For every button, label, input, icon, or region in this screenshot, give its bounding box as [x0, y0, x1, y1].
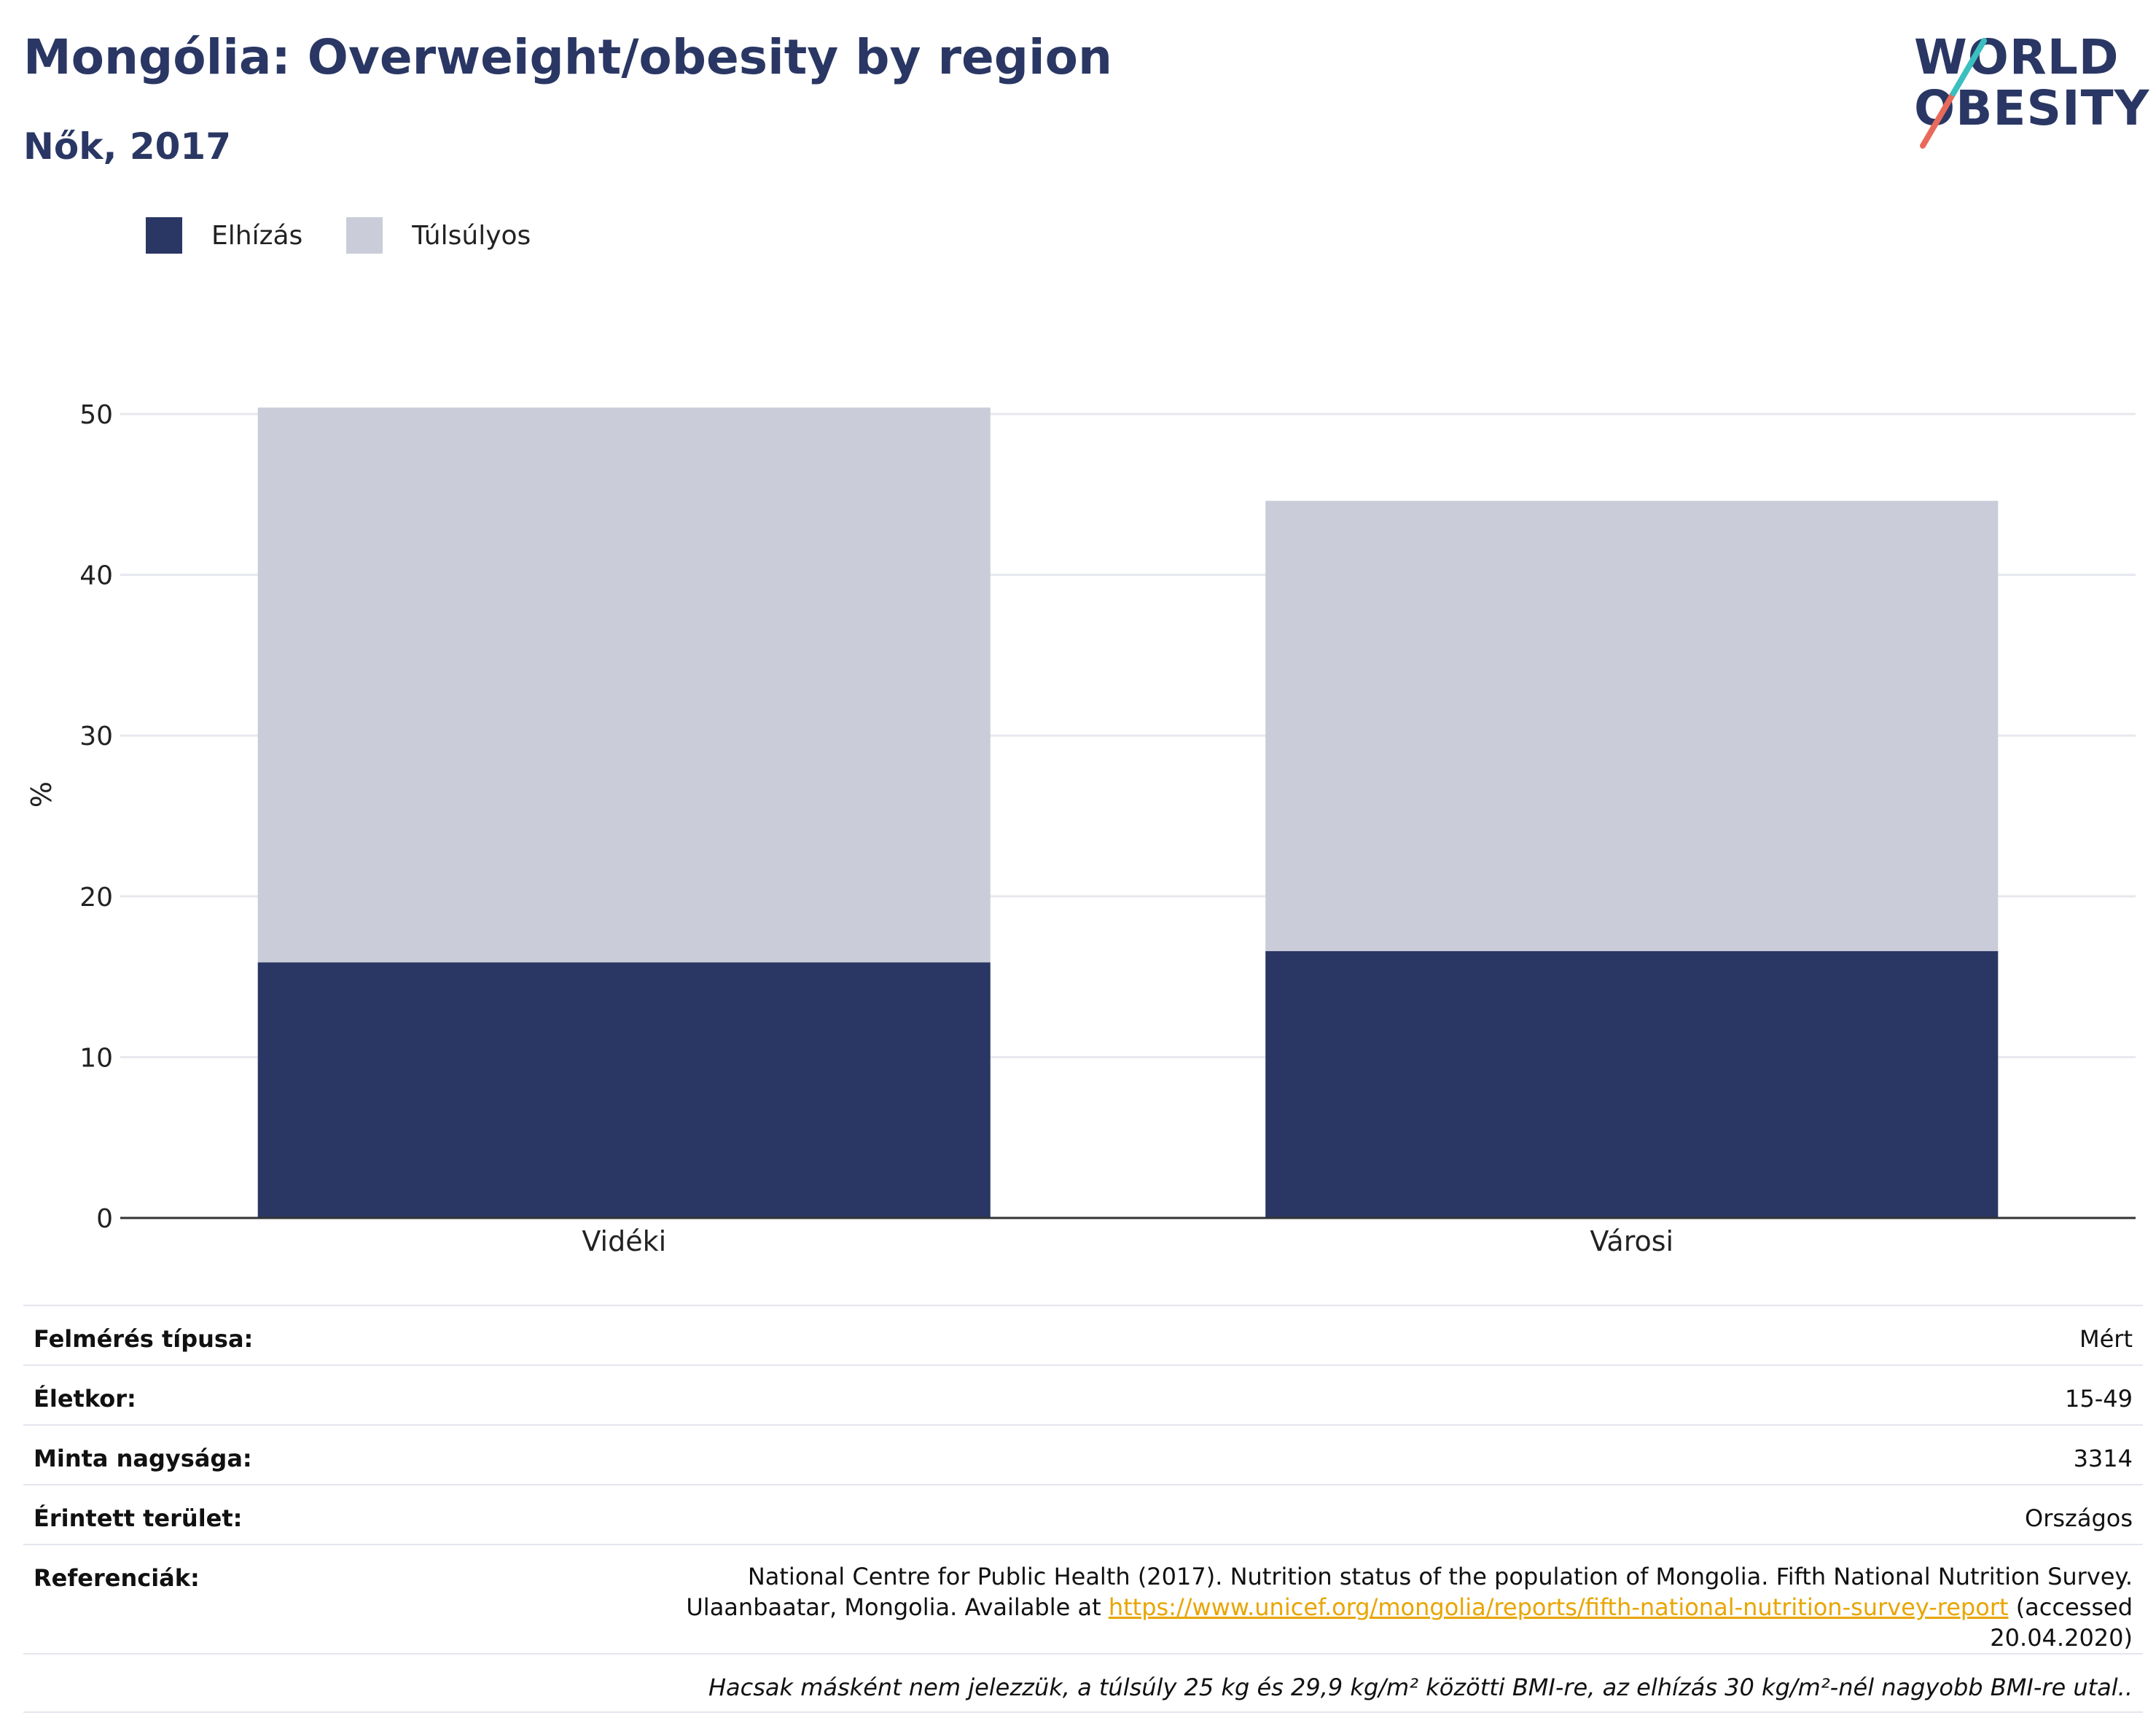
legend-label-overweight: Túlsúlyos	[412, 220, 531, 251]
meta-row-area: Érintett terület: Országos	[23, 1484, 2143, 1544]
logo-slash-icon	[1920, 38, 1987, 149]
legend-item-obesity: Elhízás	[146, 217, 302, 254]
survey-metadata-table: Felmérés típusa: Mért Életkor: 15-49 Min…	[23, 1305, 2143, 1713]
meta-label: Felmérés típusa:	[34, 1325, 254, 1353]
definition-note: Hacsak másként nem jelezzük, a túlsúly 2…	[708, 1674, 2133, 1701]
reference-text: National Centre for Public Health (2017)…	[602, 1545, 2133, 1653]
y-tick-label: 20	[79, 883, 113, 913]
y-tick-label: 30	[79, 722, 113, 751]
meta-value: Mért	[2079, 1325, 2133, 1353]
legend-swatch-overweight	[346, 217, 383, 254]
meta-row-note: Hacsak másként nem jelezzük, a túlsúly 2…	[23, 1653, 2143, 1713]
meta-value: 3314	[2073, 1445, 2133, 1472]
world-obesity-logo: WORLD OBESITY	[1902, 29, 2149, 153]
x-tick-label: Vidéki	[582, 1225, 666, 1257]
y-axis-label: %	[26, 781, 58, 808]
meta-label: Érintett terület:	[34, 1504, 243, 1532]
page-subtitle: Nők, 2017	[23, 125, 232, 168]
reference-text-part-2: (accessed 20.04.2020)	[1990, 1593, 2133, 1652]
meta-row-age: Életkor: 15-49	[23, 1364, 2143, 1424]
legend-swatch-obesity	[146, 217, 182, 254]
meta-value: 15-49	[2065, 1385, 2133, 1413]
bar-chart: 0 10 20 30 40 50% Vidéki Városi	[26, 400, 2136, 1257]
meta-label: Minta nagysága:	[34, 1445, 252, 1472]
bar-obesity-0	[257, 962, 991, 1218]
bar-overweight-0	[257, 407, 991, 963]
logo-line-1: WORLD	[1914, 29, 2120, 85]
bar-obesity-1	[1265, 950, 1999, 1218]
y-tick-label: 10	[79, 1043, 113, 1073]
meta-row-survey-type: Felmérés típusa: Mért	[23, 1305, 2143, 1364]
legend-item-overweight: Túlsúlyos	[346, 217, 531, 254]
y-tick-label: 50	[79, 400, 113, 430]
meta-label: Referenciák:	[34, 1564, 200, 1592]
meta-row-sample-size: Minta nagysága: 3314	[23, 1424, 2143, 1484]
reference-text-part-1: National Centre for Public Health (2017)…	[686, 1563, 2133, 1621]
y-tick-label: 40	[79, 561, 113, 591]
reference-link[interactable]: https://www.unicef.org/mongolia/reports/…	[1108, 1593, 2009, 1621]
legend-label-obesity: Elhízás	[211, 220, 303, 251]
page-title: Mongólia: Overweight/obesity by region	[23, 29, 1112, 85]
meta-value: Országos	[2025, 1504, 2133, 1532]
meta-label: Életkor:	[34, 1385, 136, 1413]
x-tick-label: Városi	[1590, 1225, 1673, 1257]
bar-overweight-1	[1265, 501, 1999, 951]
y-tick-label: 0	[96, 1204, 113, 1234]
chart-legend: Elhízás Túlsúlyos	[146, 217, 574, 254]
meta-row-references: Referenciák: National Centre for Public …	[23, 1544, 2143, 1653]
